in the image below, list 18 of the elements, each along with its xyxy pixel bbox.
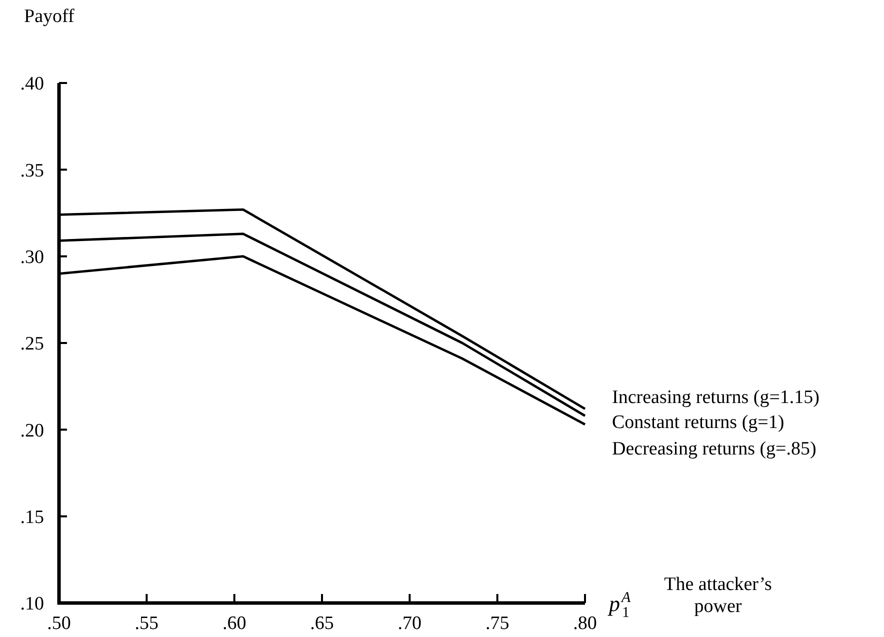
series-label: Decreasing returns (g=.85) <box>612 438 816 460</box>
y-tick-label: .10 <box>20 594 44 615</box>
y-tick-label: .15 <box>20 506 44 528</box>
y-tick-label: .25 <box>20 334 44 355</box>
x-tick-label: .65 <box>310 613 334 634</box>
x-tick-label: .75 <box>485 613 510 634</box>
x-tick-label: .70 <box>398 613 422 634</box>
series-label: Constant returns (g=1) <box>612 412 784 433</box>
x-tick-label: .50 <box>47 613 71 634</box>
x-tick-label: .80 <box>573 613 597 634</box>
x-tick-label: .55 <box>134 613 159 634</box>
y-tick-label: .35 <box>20 160 44 182</box>
y-axis-title: Payoff <box>24 6 75 27</box>
y-tick-label: .20 <box>20 420 44 442</box>
y-tick-label: .30 <box>20 246 44 268</box>
series-label: Increasing returns (g=1.15) <box>612 386 820 408</box>
x-tick-label: .60 <box>222 613 246 634</box>
y-tick-label: .40 <box>20 74 44 95</box>
